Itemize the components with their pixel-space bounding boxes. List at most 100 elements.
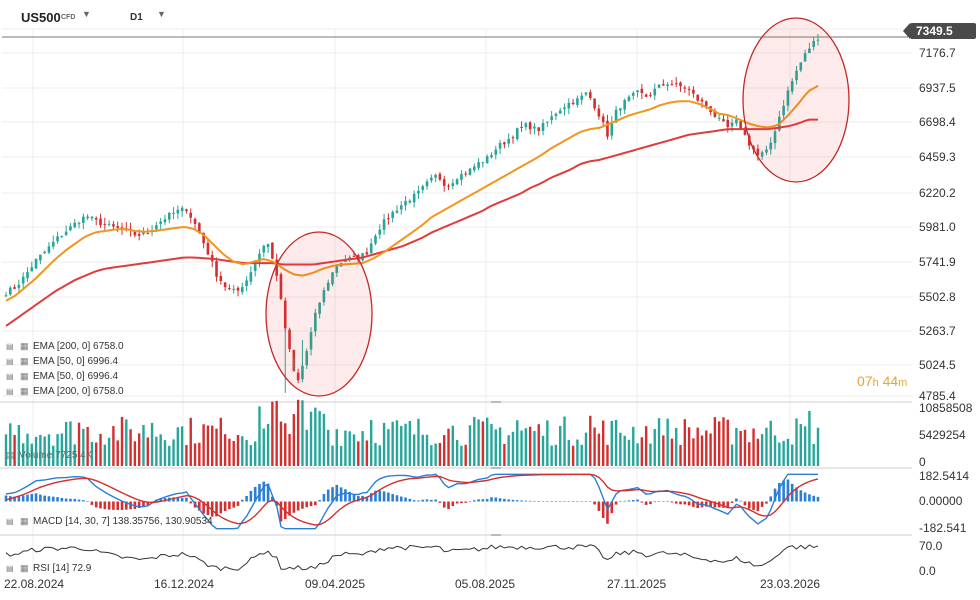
volume-bar bbox=[679, 444, 682, 466]
indicator-legend-label: EMA [50, 0] 6996.4 bbox=[33, 371, 119, 382]
macd-histogram-bar bbox=[120, 501, 124, 510]
candle-body bbox=[51, 241, 55, 247]
settings-icon[interactable]: ▦ bbox=[20, 386, 29, 396]
chevron-down-icon[interactable]: ▼ bbox=[157, 9, 166, 19]
rsi-legend[interactable]: ▤ ▦ RSI [14] 72.9 bbox=[6, 563, 91, 574]
macd-histogram-bar bbox=[743, 501, 747, 506]
candle-body bbox=[387, 218, 390, 220]
timeframe-selector[interactable]: D1 bbox=[130, 12, 143, 23]
settings-icon[interactable]: ▦ bbox=[20, 516, 29, 526]
volume-bar bbox=[485, 417, 489, 466]
candle-body bbox=[593, 98, 596, 109]
menu-icon[interactable]: ▤ bbox=[6, 563, 14, 573]
chevron-down-icon[interactable]: ▼ bbox=[82, 9, 91, 19]
candle-body bbox=[232, 288, 236, 290]
menu-icon[interactable]: ▤ bbox=[6, 341, 14, 351]
candle-body bbox=[30, 267, 34, 272]
current-price-tag: 7349.5 bbox=[903, 23, 976, 39]
macd-histogram-bar bbox=[326, 489, 330, 502]
macd-axis-label: 182.5414 bbox=[919, 469, 970, 483]
macd-histogram-bar bbox=[82, 500, 85, 502]
volume-bar bbox=[352, 434, 356, 466]
indicator-legend-item[interactable]: ▤ ▦ EMA [50, 0] 6996.4 bbox=[6, 356, 118, 367]
macd-histogram-bar bbox=[808, 494, 811, 502]
macd-histogram-bar bbox=[124, 501, 128, 510]
candle-body bbox=[644, 94, 648, 97]
volume-bar bbox=[236, 435, 240, 466]
settings-icon[interactable]: ▤ bbox=[6, 450, 15, 460]
menu-icon[interactable]: ▤ bbox=[6, 371, 14, 381]
macd-histogram-bar bbox=[769, 496, 773, 502]
rsi-axis-label: 0.0 bbox=[919, 564, 936, 578]
indicator-legend-item[interactable]: ▤ ▦ EMA [200, 0] 6758.0 bbox=[6, 341, 124, 352]
volume-bar bbox=[593, 427, 596, 466]
volume-bar bbox=[786, 438, 790, 466]
volume-bar bbox=[271, 401, 274, 466]
volume-bar bbox=[494, 429, 497, 466]
candle-body bbox=[803, 53, 807, 62]
macd-histogram-bar bbox=[481, 499, 485, 502]
volume-bar bbox=[150, 422, 154, 466]
candle-body bbox=[155, 225, 158, 230]
indicator-legend-item[interactable]: ▤ ▦ EMA [200, 0] 6758.0 bbox=[6, 386, 124, 397]
macd-histogram-bar bbox=[245, 495, 248, 502]
macd-histogram-bar bbox=[198, 501, 201, 511]
macd-axis-label: 0.00000 bbox=[919, 494, 963, 508]
candle-body bbox=[253, 262, 257, 271]
menu-icon[interactable]: ▤ bbox=[6, 386, 14, 396]
volume-bar bbox=[481, 421, 485, 466]
macd-histogram-bar bbox=[477, 499, 480, 502]
volume-bar bbox=[782, 440, 785, 466]
volume-bar bbox=[95, 442, 98, 466]
candle-body bbox=[636, 90, 639, 93]
volume-bar bbox=[327, 429, 330, 466]
indicator-legend-item[interactable]: ▤ ▦ EMA [50, 0] 6996.4 bbox=[6, 371, 118, 382]
candle-body bbox=[309, 332, 313, 350]
macd-histogram-bar bbox=[524, 500, 528, 502]
settings-icon[interactable]: ▦ bbox=[20, 341, 29, 351]
symbol-name[interactable]: US500 bbox=[21, 10, 61, 25]
macd-histogram-bar bbox=[507, 499, 510, 502]
macd-histogram-bar bbox=[722, 501, 725, 508]
candle-body bbox=[631, 93, 635, 96]
volume-bar bbox=[120, 416, 124, 466]
candle-body bbox=[623, 100, 626, 110]
candle-body bbox=[137, 233, 141, 236]
candle-body bbox=[464, 173, 468, 175]
volume-bar bbox=[159, 434, 162, 466]
candle-body bbox=[86, 216, 89, 219]
candle-body bbox=[314, 312, 317, 332]
candle-body bbox=[408, 200, 412, 203]
candle-body bbox=[159, 221, 162, 224]
volume-bar bbox=[107, 437, 111, 466]
candle-body bbox=[335, 265, 339, 273]
candle-body bbox=[550, 116, 553, 121]
macd-legend[interactable]: ▤ ▦ MACD [14, 30, 7] 138.35756, 130.90534 bbox=[6, 516, 213, 527]
macd-histogram-bar bbox=[133, 501, 137, 509]
volume-legend[interactable]: ▤ Volume 7725.4K bbox=[6, 450, 92, 461]
volume-bar bbox=[39, 434, 42, 466]
candle-body bbox=[172, 212, 175, 214]
candle-body bbox=[670, 83, 674, 85]
macd-histogram-bar bbox=[348, 491, 352, 502]
settings-icon[interactable]: ▦ bbox=[20, 356, 29, 366]
macd-histogram-bar bbox=[262, 481, 266, 502]
candle-body bbox=[326, 282, 330, 291]
candle-body bbox=[468, 168, 472, 175]
settings-icon[interactable]: ▦ bbox=[20, 563, 29, 573]
macd-histogram-bar bbox=[713, 501, 717, 508]
menu-icon[interactable]: ▤ bbox=[6, 356, 14, 366]
settings-icon[interactable]: ▦ bbox=[20, 371, 29, 381]
macd-histogram-bar bbox=[150, 501, 154, 503]
candle-body bbox=[537, 127, 541, 132]
menu-icon[interactable]: ▤ bbox=[6, 516, 14, 526]
ema-50-line bbox=[5, 84, 819, 302]
candle-body bbox=[601, 116, 605, 123]
volume-bar bbox=[421, 434, 424, 466]
candle-body bbox=[47, 246, 51, 253]
candle-body bbox=[142, 232, 145, 235]
volume-bar bbox=[687, 427, 691, 466]
macd-histogram-bar bbox=[696, 501, 700, 509]
macd-histogram-bar bbox=[649, 501, 652, 505]
